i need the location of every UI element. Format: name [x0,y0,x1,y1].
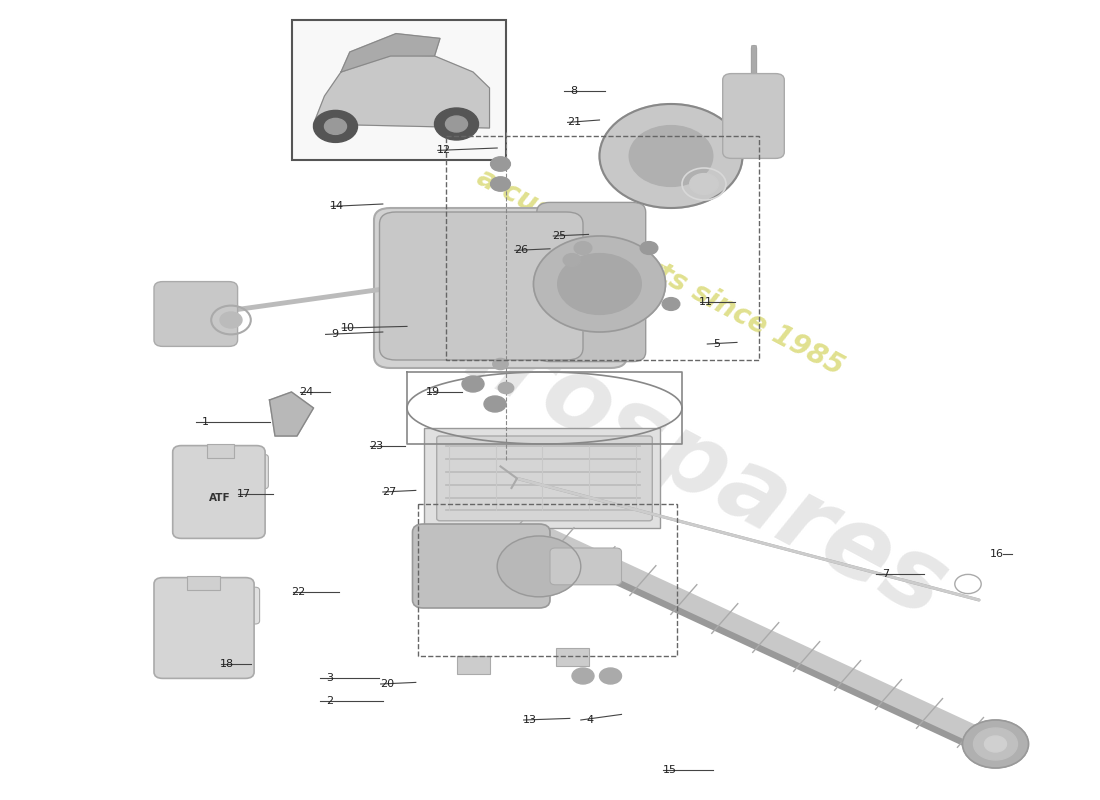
FancyBboxPatch shape [424,428,660,528]
Circle shape [534,236,666,332]
Text: 1: 1 [202,418,209,427]
Text: 8: 8 [571,86,578,96]
Text: 27: 27 [382,487,396,497]
Circle shape [434,108,478,140]
Circle shape [984,736,1006,752]
FancyBboxPatch shape [235,454,268,489]
Circle shape [662,298,680,310]
Circle shape [962,720,1028,768]
Bar [207,444,234,458]
Text: 20: 20 [379,679,394,689]
Text: 15: 15 [662,766,676,775]
Text: 11: 11 [698,298,713,307]
FancyBboxPatch shape [154,578,254,678]
Circle shape [600,668,621,684]
Text: 19: 19 [426,387,440,397]
Text: 12: 12 [437,146,451,155]
FancyBboxPatch shape [379,212,583,360]
Circle shape [314,110,358,142]
Text: 10: 10 [341,323,355,333]
FancyBboxPatch shape [227,587,260,624]
Circle shape [600,104,742,208]
Bar [418,504,676,656]
Text: 18: 18 [220,659,234,669]
Bar [292,20,506,160]
Circle shape [493,358,508,370]
Circle shape [640,242,658,254]
Text: 22: 22 [292,587,306,597]
Text: 16: 16 [990,550,1004,559]
Text: 26: 26 [514,246,528,255]
Text: 5: 5 [714,339,720,349]
Circle shape [491,157,510,171]
Polygon shape [314,54,490,128]
Circle shape [446,116,468,132]
Bar [233,600,253,616]
FancyBboxPatch shape [437,436,652,521]
Text: 25: 25 [552,231,567,241]
Text: 17: 17 [236,490,251,499]
Circle shape [491,177,510,191]
Text: 7: 7 [882,570,889,579]
Circle shape [558,254,641,314]
Polygon shape [341,34,440,72]
Circle shape [574,242,592,254]
Text: 23: 23 [368,442,383,451]
Text: a custom parts since 1985: a custom parts since 1985 [472,163,848,381]
Circle shape [462,376,484,392]
Bar [242,466,262,481]
Circle shape [974,728,1018,760]
FancyBboxPatch shape [173,446,265,538]
Circle shape [497,536,581,597]
Circle shape [324,118,346,134]
FancyBboxPatch shape [412,524,550,608]
Text: 2: 2 [327,696,333,706]
FancyBboxPatch shape [154,282,238,346]
Text: eurospares: eurospares [358,257,962,639]
Circle shape [572,668,594,684]
Circle shape [498,382,514,394]
Bar [456,656,490,674]
Circle shape [629,126,713,186]
Text: 3: 3 [327,674,333,683]
FancyBboxPatch shape [550,548,622,585]
FancyBboxPatch shape [723,74,784,158]
Text: 9: 9 [332,330,339,339]
Bar [446,136,759,360]
Circle shape [563,254,581,266]
Circle shape [690,174,718,194]
Bar [556,648,588,666]
Circle shape [220,312,242,328]
FancyBboxPatch shape [374,208,627,368]
Text: ATF: ATF [209,493,231,502]
Text: 13: 13 [522,715,537,725]
Bar [187,576,220,590]
Text: 14: 14 [330,202,344,211]
Polygon shape [270,392,314,436]
FancyBboxPatch shape [537,202,646,362]
Text: 4: 4 [587,715,594,725]
Text: 24: 24 [299,387,314,397]
Circle shape [484,396,506,412]
Text: 21: 21 [566,118,581,127]
